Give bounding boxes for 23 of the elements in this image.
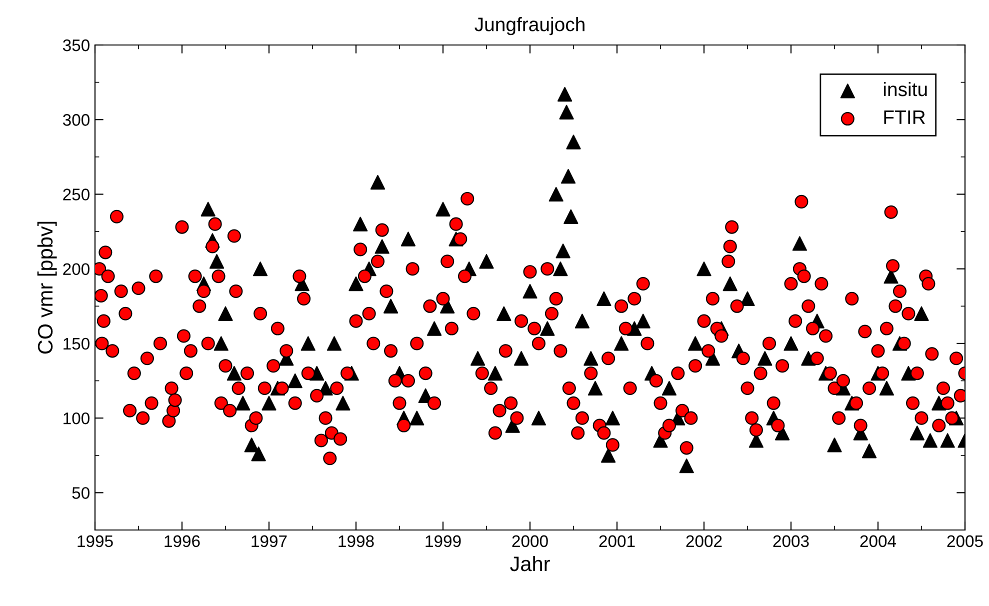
y-tick-label: 200 bbox=[63, 263, 90, 276]
x-tick-label: 2001 bbox=[599, 535, 635, 548]
y-tick-label: 50 bbox=[72, 487, 90, 499]
x-tick-label: 1997 bbox=[252, 535, 287, 548]
x-tick-label: 2004 bbox=[860, 535, 896, 548]
y-tick-label: 300 bbox=[62, 114, 90, 126]
y-tick-label: 250 bbox=[63, 188, 90, 200]
y-tick-label: 350 bbox=[62, 39, 90, 52]
legend-label: insitu bbox=[884, 82, 927, 96]
chart-title: Jungfraujoch bbox=[474, 17, 584, 36]
y-tick-label: 100 bbox=[64, 412, 90, 424]
x-tick-label: 1998 bbox=[338, 535, 374, 548]
x-tick-label: 1995 bbox=[78, 535, 113, 548]
x-tick-label: 2003 bbox=[773, 535, 809, 548]
x-tick-label: 2002 bbox=[686, 535, 722, 548]
x-tick-label: 2000 bbox=[512, 535, 548, 548]
x-axis-title: Jahr bbox=[510, 556, 550, 572]
x-tick-label: 1999 bbox=[426, 535, 461, 548]
legend-label: FTIR bbox=[884, 110, 925, 124]
x-tick-label: 2005 bbox=[947, 535, 983, 548]
x-tick-label: 1996 bbox=[164, 535, 200, 548]
y-tick-label: 150 bbox=[64, 338, 90, 350]
y-axis-title: CO vmr [ppbv] bbox=[37, 222, 57, 354]
